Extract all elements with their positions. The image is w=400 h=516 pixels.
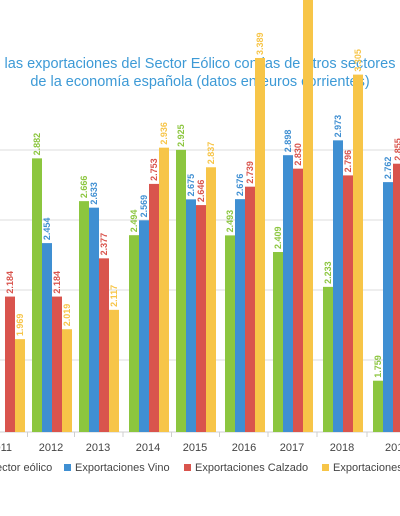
data-label: 2.019 (62, 304, 72, 327)
legend-item: Exportaciones Calzado (184, 462, 308, 474)
bars (5, 0, 400, 433)
data-label: 2.233 (323, 261, 333, 284)
data-label: 2.569 (139, 195, 149, 218)
x-tick-label: 2016 (232, 442, 256, 454)
bar (5, 296, 15, 432)
data-label: 2.882 (32, 133, 42, 156)
bar (293, 168, 303, 432)
legend-item: Exportaciones (322, 462, 400, 474)
bar (303, 0, 313, 432)
bar (373, 380, 383, 432)
bar (353, 74, 363, 433)
data-label: 2.676 (235, 174, 245, 197)
bar-chart: 2.882 2.666 2.494 2.925 2.493 2.409 2.233 1.759… (0, 0, 400, 454)
x-tick-label: 2017 (280, 442, 304, 454)
data-label: 1.969 (15, 314, 25, 337)
data-label: 2.936 (159, 122, 169, 145)
bar (333, 140, 343, 432)
bar (52, 296, 62, 432)
bar (273, 252, 283, 432)
data-label: 2.898 (283, 130, 293, 153)
data-label: 2.830 (293, 143, 303, 166)
data-label: 2.925 (176, 124, 186, 147)
data-label: 2.494 (129, 210, 139, 233)
chart-title: las exportaciones del Sector Eólico con … (0, 55, 400, 91)
bar (109, 309, 119, 432)
data-label: 2.377 (99, 233, 109, 256)
data-label: 2.973 (333, 115, 343, 138)
data-label: 2.184 (5, 271, 15, 294)
bar (139, 220, 149, 432)
bar (15, 339, 25, 432)
data-label: 2.409 (273, 226, 283, 249)
data-label: 2.675 (186, 174, 196, 197)
bar (186, 199, 196, 432)
legend: ector eólico Exportaciones Vino Exportacio… (0, 462, 400, 478)
x-tick-label: 2012 (39, 442, 63, 454)
bar (159, 147, 169, 432)
data-label: 2.493 (225, 210, 235, 233)
bar (206, 167, 216, 433)
data-label: 3.389 (255, 32, 265, 55)
chart-title-line-1: las exportaciones del Sector Eólico con … (4, 56, 396, 72)
legend-item: ector eólico (0, 462, 52, 474)
data-label: 2.762 (383, 157, 393, 180)
data-labels: 2.882 2.666 2.494 2.925 2.493 2.409 2.233 1.759… (5, 32, 400, 378)
legend-item: Exportaciones Vino (64, 462, 170, 474)
bar (99, 258, 109, 432)
data-label: 2.753 (149, 158, 159, 181)
data-label: 2.633 (89, 182, 99, 205)
legend-label: Exportaciones (333, 462, 400, 474)
bar (343, 175, 353, 432)
data-label: 2.454 (42, 218, 52, 241)
data-label: 3.305 (353, 49, 363, 72)
x-tick-label: 201 (385, 442, 400, 454)
x-tick-label: 2015 (183, 442, 207, 454)
bar (225, 235, 235, 432)
bar (383, 182, 393, 432)
legend-label: Exportaciones Vino (75, 462, 170, 474)
bar (393, 163, 400, 432)
x-tick-label: 2018 (330, 442, 354, 454)
bar (62, 329, 72, 432)
legend-label: Exportaciones Calzado (195, 462, 309, 474)
x-tick-label: 2013 (86, 442, 110, 454)
bar (323, 286, 333, 432)
bar (32, 158, 42, 432)
bar (129, 235, 139, 432)
x-tick-label: 011 (0, 442, 12, 454)
data-label: 2.837 (206, 142, 216, 165)
bar (235, 199, 245, 432)
data-label: 2.739 (245, 161, 255, 184)
bar (255, 57, 265, 433)
data-label: 1.759 (373, 355, 383, 378)
x-tick-label: 2014 (136, 442, 160, 454)
bar (79, 201, 89, 432)
bar (283, 155, 293, 433)
legend-swatch (184, 464, 191, 471)
legend-swatch (64, 464, 71, 471)
bar (176, 149, 186, 432)
data-label: 2.646 (196, 180, 206, 203)
legend-label: ector eólico (0, 462, 53, 474)
bar (89, 207, 99, 432)
data-label: 2.855 (393, 138, 400, 161)
bar (149, 183, 159, 432)
bar (42, 243, 52, 432)
bar (196, 205, 206, 432)
chart-title-line-2: de la economía española (datos en euros … (30, 74, 370, 90)
data-label: 2.796 (343, 150, 353, 173)
bar (245, 186, 255, 432)
data-label: 2.117 (109, 285, 119, 307)
x-axis-ticks: 011 2012 2013 2014 2015 2016 2017 2018 201 (0, 442, 400, 454)
legend-swatch (322, 464, 329, 471)
data-label: 2.184 (52, 271, 62, 294)
data-label: 2.666 (79, 176, 89, 199)
